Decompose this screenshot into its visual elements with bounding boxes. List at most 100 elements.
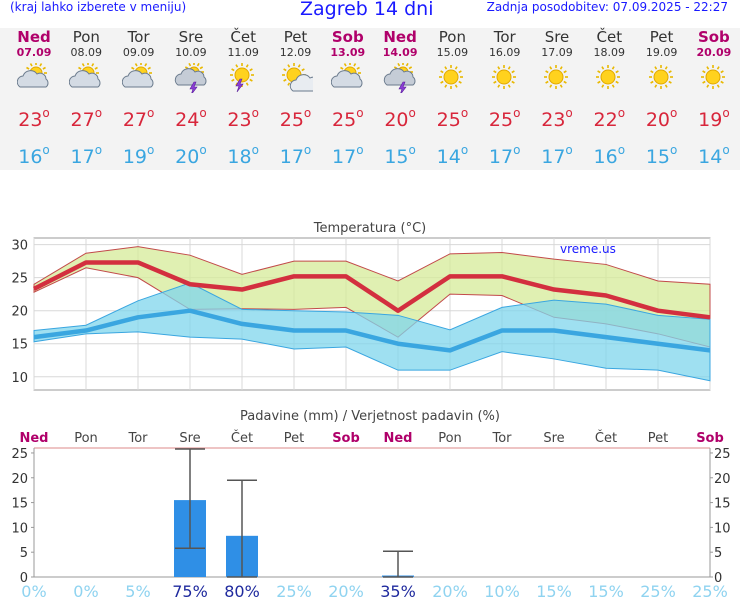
header-region-hint[interactable]: (kraj lahko izberete v meniju) bbox=[10, 0, 187, 14]
y-tick-label: 10 bbox=[714, 521, 731, 536]
day-column: Sre 10.09 24o 20o bbox=[165, 28, 217, 169]
day-column: Pet 12.09 25o 17o bbox=[270, 28, 322, 169]
sun-icon bbox=[700, 65, 725, 89]
y-tick-label: 0 bbox=[20, 571, 28, 586]
min-temperature: 14o bbox=[698, 143, 730, 168]
max-temperature: 27o bbox=[70, 106, 103, 131]
y-tick-label: 5 bbox=[20, 546, 28, 561]
day-column: Ned 14.09 20o 15o bbox=[374, 28, 426, 169]
y-tick-label: 15 bbox=[11, 497, 28, 512]
y-tick-label: 10 bbox=[11, 521, 28, 536]
day-name: Sob bbox=[331, 28, 364, 46]
max-temperature-line bbox=[32, 260, 711, 320]
day-name: Tor bbox=[127, 28, 150, 46]
sun-thunderstorm-icon bbox=[230, 63, 255, 93]
max-temperature: 23o bbox=[541, 106, 573, 131]
max-temperature: 25o bbox=[332, 106, 364, 131]
max-temperature: 25o bbox=[279, 106, 312, 131]
sun-icon bbox=[596, 65, 621, 89]
min-temperature: 14o bbox=[436, 143, 469, 168]
y-tick-label: 10 bbox=[11, 371, 28, 386]
min-temperature-line bbox=[33, 308, 711, 353]
day-name: Čet bbox=[230, 28, 256, 46]
min-temperature: 17o bbox=[488, 143, 521, 168]
max-temperature: 20o bbox=[645, 106, 678, 131]
y-tick-label: 30 bbox=[11, 239, 28, 254]
y-tick-label: 15 bbox=[11, 338, 28, 353]
precipitation-probability: 25% bbox=[276, 582, 312, 600]
day-date: 11.09 bbox=[227, 46, 259, 59]
day-label: Pet bbox=[648, 431, 668, 446]
precipitation-probability: 15% bbox=[588, 582, 624, 600]
y-tick-label: 25 bbox=[11, 447, 28, 462]
day-column: Pon 15.09 25o 14o bbox=[426, 28, 478, 169]
y-tick-label: 20 bbox=[11, 472, 28, 487]
day-name: Sre bbox=[544, 28, 570, 46]
partly-cloudy-icon bbox=[330, 63, 363, 88]
precipitation-probability: 5% bbox=[125, 582, 150, 600]
day-column: Ned 07.09 23o 16o bbox=[8, 28, 60, 169]
day-label: Pon bbox=[74, 431, 98, 446]
precipitation-probability: 25% bbox=[692, 582, 728, 600]
precipitation-chart-title: Padavine (mm) / Verjetnost padavin (%) bbox=[240, 409, 500, 424]
day-label: Tor bbox=[491, 431, 512, 446]
thunderstorm-icon bbox=[174, 63, 207, 93]
partly-cloudy-icon bbox=[69, 63, 101, 88]
max-temperature: 20o bbox=[384, 106, 416, 131]
max-temperature: 25o bbox=[488, 106, 521, 131]
partly-cloudy-icon bbox=[17, 63, 49, 88]
day-date: 19.09 bbox=[645, 46, 678, 59]
day-date: 14.09 bbox=[382, 46, 418, 59]
sun-icon bbox=[439, 65, 464, 89]
thunderstorm-icon bbox=[383, 63, 416, 93]
daily-forecast-strip: Ned 07.09 23o 16o Pon 08.09 27o 17o Tor 09.09 27o 1… bbox=[0, 28, 740, 170]
precipitation-probability: 25% bbox=[640, 582, 676, 600]
day-label: Sre bbox=[179, 431, 200, 446]
precipitation-probability: 20% bbox=[328, 582, 364, 600]
day-date: 08.09 bbox=[70, 46, 103, 59]
day-label: Tor bbox=[127, 431, 148, 446]
day-name: Ned bbox=[383, 28, 417, 46]
day-column: Tor 09.09 27o 19o bbox=[113, 28, 165, 169]
day-column: Čet 18.09 22o 16o bbox=[583, 28, 635, 169]
min-temperature: 15o bbox=[645, 143, 678, 168]
day-label: Sob bbox=[332, 431, 360, 446]
min-temperature: 20o bbox=[175, 143, 207, 168]
temperature-chart-title: Temperatura (°C) bbox=[313, 221, 426, 236]
precipitation-probability: 75% bbox=[172, 582, 208, 600]
day-label: Pet bbox=[284, 431, 304, 446]
page-title: Zagreb 14 dni bbox=[300, 0, 434, 20]
min-temperature: 17o bbox=[541, 143, 573, 168]
last-updated: Zadnja posodobitev: 07.09.2025 - 22:27 bbox=[486, 0, 728, 14]
max-temperature: 23o bbox=[18, 106, 50, 131]
min-temperature: 19o bbox=[122, 143, 155, 168]
precipitation-probability: 80% bbox=[224, 582, 260, 600]
min-temperature: 17o bbox=[332, 143, 364, 168]
day-column: Pon 08.09 27o 17o bbox=[60, 28, 112, 169]
sun-icon bbox=[544, 65, 568, 89]
max-temperature: 24o bbox=[175, 106, 207, 131]
day-name: Ned bbox=[17, 28, 51, 46]
y-tick-label: 0 bbox=[714, 571, 722, 586]
max-temperature: 25o bbox=[436, 106, 469, 131]
precipitation-probability: 0% bbox=[73, 582, 98, 600]
temperature-chart: Temperatura (°C) 10 15 20 25 30 vreme.us bbox=[11, 221, 711, 391]
day-name: Pon bbox=[438, 28, 466, 46]
day-column: Čet 11.09 23o 18o bbox=[217, 28, 269, 169]
day-date: 07.09 bbox=[16, 46, 52, 59]
day-date: 17.09 bbox=[541, 46, 573, 59]
day-column: Sob 13.09 25o 17o bbox=[322, 28, 374, 169]
sun-icon bbox=[491, 65, 516, 89]
day-label: Ned bbox=[383, 431, 412, 446]
day-name: Pon bbox=[72, 28, 100, 46]
precipitation-probability: 20% bbox=[432, 582, 468, 600]
day-label: Ned bbox=[19, 431, 48, 446]
day-label: Sre bbox=[543, 431, 564, 446]
day-name: Pet bbox=[283, 28, 308, 46]
day-column: Sob 20.09 19o 14o bbox=[688, 28, 740, 169]
y-tick-label: 15 bbox=[714, 497, 731, 512]
day-label: Sob bbox=[696, 431, 724, 446]
precipitation-probability: 10% bbox=[484, 582, 520, 600]
watermark: vreme.us bbox=[560, 242, 616, 256]
day-date: 13.09 bbox=[330, 46, 366, 59]
